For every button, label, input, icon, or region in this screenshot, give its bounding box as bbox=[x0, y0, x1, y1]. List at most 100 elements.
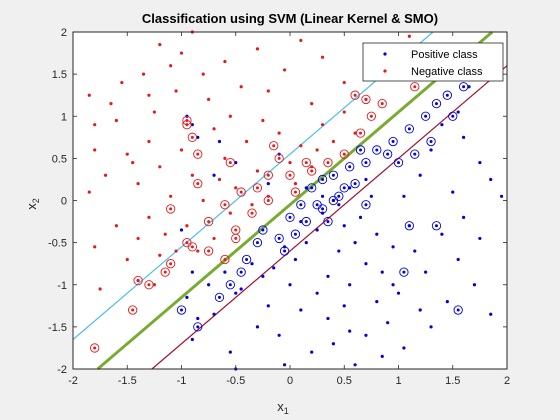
positive-point bbox=[266, 182, 270, 186]
negative-point bbox=[125, 152, 129, 156]
support-vector-point bbox=[207, 220, 211, 224]
negative-point bbox=[353, 131, 357, 135]
support-vector-point bbox=[277, 156, 281, 160]
negative-point bbox=[190, 173, 194, 177]
negative-point bbox=[331, 139, 335, 144]
support-vector-marker bbox=[274, 233, 284, 244]
positive-point bbox=[337, 249, 341, 253]
support-vector-marker bbox=[420, 111, 431, 121]
support-vector-circles bbox=[90, 52, 496, 353]
positive-point bbox=[353, 363, 357, 367]
negative-point bbox=[266, 89, 270, 93]
positive-point bbox=[353, 241, 357, 245]
y-axis-label: x2 bbox=[24, 198, 41, 210]
support-vector-point bbox=[239, 270, 243, 274]
positive-point bbox=[326, 274, 330, 278]
support-vector-marker bbox=[296, 200, 306, 210]
positive-point bbox=[228, 350, 232, 354]
negative-point bbox=[174, 249, 178, 253]
y-tick-label: 0 bbox=[61, 196, 67, 208]
negative-point bbox=[179, 51, 184, 55]
positive-point bbox=[402, 346, 406, 350]
negative-point bbox=[136, 182, 140, 186]
support-vector-marker bbox=[317, 174, 328, 185]
negative-point bbox=[93, 148, 97, 152]
plot-area bbox=[73, 32, 507, 369]
positive-point bbox=[364, 262, 368, 266]
support-vector-marker bbox=[90, 343, 100, 353]
data-points bbox=[87, 30, 504, 371]
support-vector-point bbox=[321, 177, 325, 181]
margin-negative-line bbox=[72, 31, 434, 340]
support-vector-marker bbox=[290, 229, 301, 239]
positive-point bbox=[467, 85, 471, 89]
negative-point bbox=[158, 253, 162, 257]
negative-point bbox=[185, 224, 189, 228]
y-tick-label: 2 bbox=[61, 27, 67, 39]
support-vector-point bbox=[190, 245, 194, 249]
support-vector-marker bbox=[312, 200, 322, 210]
negative-point bbox=[109, 102, 113, 106]
support-vector-point bbox=[299, 203, 303, 207]
positive-point bbox=[380, 354, 384, 358]
positive-point bbox=[478, 236, 482, 241]
positive-point bbox=[212, 173, 216, 177]
positive-point bbox=[478, 160, 482, 165]
positive-point bbox=[282, 363, 287, 367]
support-vector-point bbox=[266, 173, 270, 177]
support-vector-point bbox=[190, 135, 194, 139]
positive-point bbox=[315, 228, 319, 232]
negative-point bbox=[239, 85, 243, 89]
support-vector-marker bbox=[426, 136, 436, 147]
positive-point bbox=[499, 194, 504, 198]
support-vector-marker bbox=[328, 170, 339, 180]
support-vector-marker bbox=[350, 178, 360, 189]
support-vector-marker bbox=[290, 187, 301, 197]
support-vector-marker bbox=[382, 149, 393, 159]
support-vector-point bbox=[228, 283, 232, 287]
negative-point bbox=[196, 249, 200, 253]
support-vector-marker bbox=[133, 275, 143, 286]
support-vector-marker bbox=[220, 200, 230, 210]
y-tick-label: 0.5 bbox=[52, 153, 67, 165]
positive-point bbox=[320, 194, 325, 198]
support-vector-point bbox=[147, 283, 151, 287]
positive-point bbox=[375, 232, 379, 236]
support-vector-marker bbox=[339, 149, 349, 159]
support-vector-marker bbox=[165, 259, 176, 269]
positive-point bbox=[272, 266, 276, 270]
support-vector-marker bbox=[182, 237, 192, 248]
negative-point bbox=[207, 97, 211, 101]
support-vector-marker bbox=[323, 157, 333, 168]
positive-point bbox=[304, 241, 308, 245]
support-vector-marker bbox=[393, 157, 404, 168]
support-vector-point bbox=[413, 85, 417, 89]
support-vector-point bbox=[391, 140, 395, 144]
support-vector-point bbox=[255, 241, 259, 245]
support-vector-point bbox=[331, 173, 335, 177]
negative-point bbox=[169, 64, 173, 68]
support-vector-point bbox=[364, 97, 368, 101]
negative-point bbox=[282, 68, 287, 72]
negative-point bbox=[223, 156, 227, 160]
positive-point bbox=[196, 135, 200, 139]
negative-point bbox=[147, 215, 151, 219]
positive-point bbox=[190, 123, 194, 127]
negative-point bbox=[158, 43, 162, 47]
positive-point bbox=[234, 160, 238, 165]
support-vector-marker bbox=[323, 216, 333, 227]
negative-point bbox=[147, 139, 151, 144]
support-vector-point bbox=[223, 257, 227, 261]
positive-point bbox=[424, 270, 428, 274]
y-tick-label: -1.5 bbox=[48, 322, 67, 334]
negative-point bbox=[152, 110, 156, 114]
support-vector-point bbox=[169, 262, 173, 266]
support-vector-marker bbox=[236, 267, 246, 277]
support-vector-point bbox=[364, 161, 368, 165]
support-vector-point bbox=[196, 325, 200, 329]
positive-point bbox=[396, 291, 401, 295]
support-vector-marker bbox=[236, 187, 246, 197]
positive-point bbox=[179, 228, 184, 232]
support-vector-point bbox=[342, 152, 346, 156]
negative-point bbox=[212, 236, 216, 241]
